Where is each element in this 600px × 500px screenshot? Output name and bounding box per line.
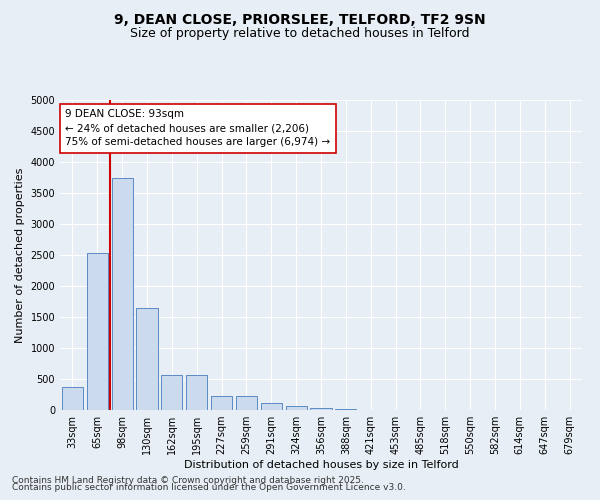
Bar xyxy=(136,308,158,410)
Bar xyxy=(211,396,232,410)
Bar xyxy=(62,387,83,410)
Bar xyxy=(310,408,332,410)
X-axis label: Distribution of detached houses by size in Telford: Distribution of detached houses by size … xyxy=(184,460,458,470)
Text: 9 DEAN CLOSE: 93sqm
← 24% of detached houses are smaller (2,206)
75% of semi-det: 9 DEAN CLOSE: 93sqm ← 24% of detached ho… xyxy=(65,110,331,148)
Y-axis label: Number of detached properties: Number of detached properties xyxy=(15,168,25,342)
Bar xyxy=(186,374,207,410)
Bar xyxy=(236,396,257,410)
Bar xyxy=(261,403,282,410)
Bar xyxy=(161,374,182,410)
Bar xyxy=(87,252,108,410)
Bar xyxy=(112,178,133,410)
Text: Contains HM Land Registry data © Crown copyright and database right 2025.: Contains HM Land Registry data © Crown c… xyxy=(12,476,364,485)
Text: Size of property relative to detached houses in Telford: Size of property relative to detached ho… xyxy=(130,28,470,40)
Text: Contains public sector information licensed under the Open Government Licence v3: Contains public sector information licen… xyxy=(12,484,406,492)
Text: 9, DEAN CLOSE, PRIORSLEE, TELFORD, TF2 9SN: 9, DEAN CLOSE, PRIORSLEE, TELFORD, TF2 9… xyxy=(114,12,486,26)
Bar xyxy=(286,406,307,410)
